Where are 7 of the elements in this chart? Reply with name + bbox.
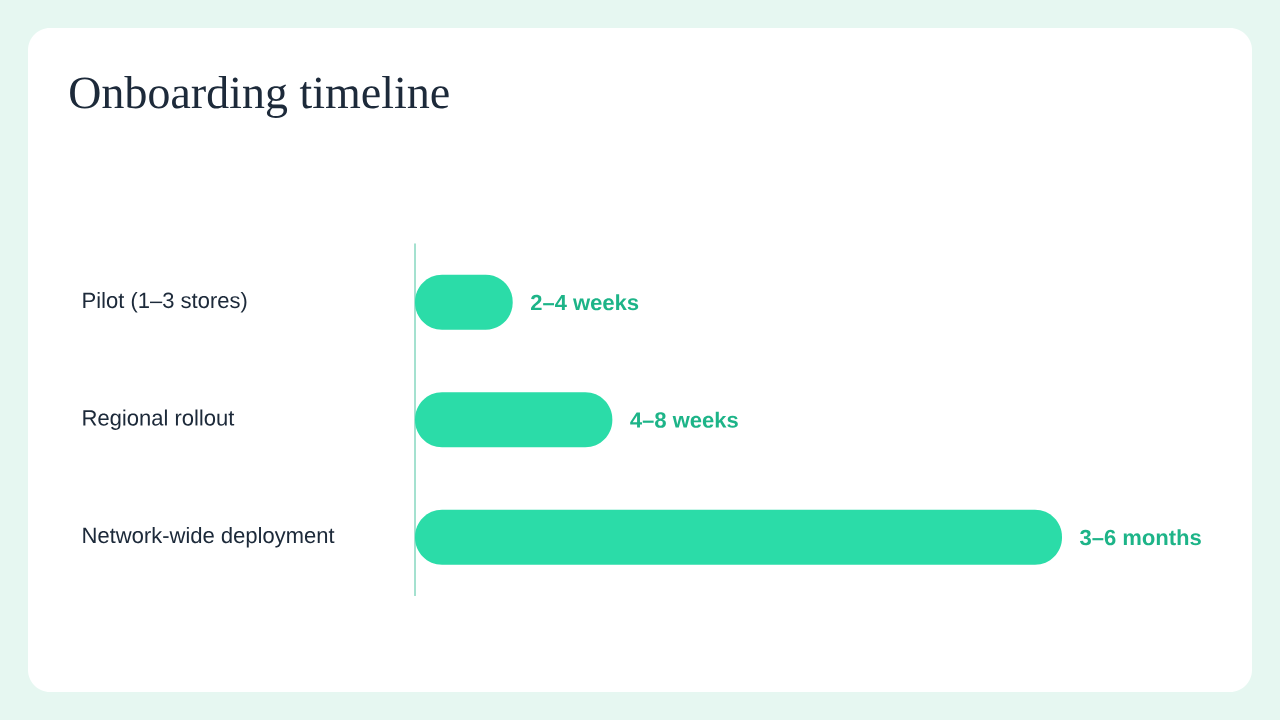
y-tick-label: Regional rollout	[83, 409, 235, 430]
y-tick-label: Pilot (1–3 stores)	[83, 291, 247, 313]
chart-title: Onboarding timeline	[70, 76, 449, 118]
annotation: 4–8 weeks	[630, 411, 738, 428]
annotation: 2–4 weeks	[531, 294, 639, 311]
y-tick-label: Network-wide deployment	[83, 526, 335, 548]
annotation: 3–6 months	[1080, 529, 1201, 546]
